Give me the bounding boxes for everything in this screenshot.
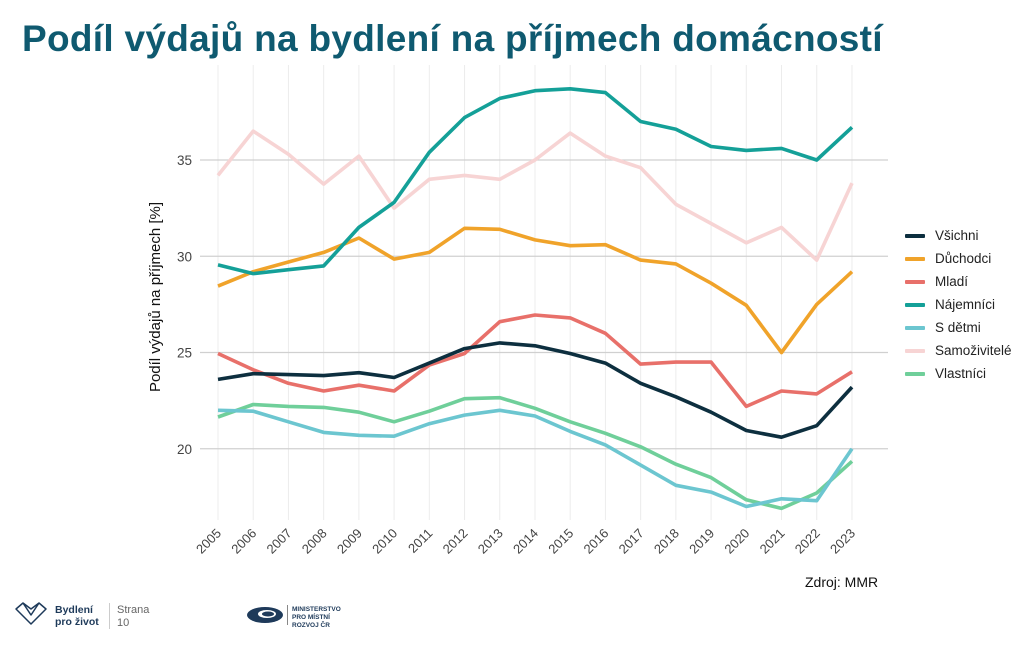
legend-item: Důchodci xyxy=(905,247,1012,270)
legend-label: Samoživitelé xyxy=(935,343,1012,358)
x-tick-label: 2007 xyxy=(264,526,295,557)
legend-label: Všichni xyxy=(935,228,979,243)
grid xyxy=(200,65,888,520)
legend-item: Samoživitelé xyxy=(905,339,1012,362)
x-tick-label: 2023 xyxy=(827,526,858,557)
legend-swatch xyxy=(905,279,925,284)
x-tick-label: 2019 xyxy=(686,526,717,557)
x-tick-label: 2014 xyxy=(510,526,541,557)
x-tick-label: 2011 xyxy=(405,526,435,556)
x-tick-label: 2013 xyxy=(475,526,506,557)
legend-item: Nájemníci xyxy=(905,293,1012,316)
legend-swatch xyxy=(905,348,925,353)
legend-label: Nájemníci xyxy=(935,297,996,312)
legend: Všichni Důchodci Mladí Nájemníci S dětmi Samo… xyxy=(905,224,1012,385)
series-line-1 xyxy=(217,226,854,355)
y-tick-label: 30 xyxy=(177,249,192,264)
x-tick-label: 2006 xyxy=(228,526,259,557)
x-tick-label: 2008 xyxy=(299,526,330,557)
legend-swatch xyxy=(905,325,925,330)
legend-item: Vlastníci xyxy=(905,362,1012,385)
ministry-line-1: MINISTERSTVO xyxy=(292,606,341,613)
y-tick-label: 25 xyxy=(177,346,192,361)
series-line-5 xyxy=(216,129,854,262)
page-indicator: Strana 10 xyxy=(117,604,149,630)
x-tick-label: 2022 xyxy=(792,526,823,557)
x-tick-label: 2016 xyxy=(580,526,611,557)
footer-divider xyxy=(109,603,110,629)
x-tick-label: 2005 xyxy=(193,526,224,557)
legend-item: Všichni xyxy=(905,224,1012,247)
y-axis-label: Podíl výdajů na příjmech [%] xyxy=(147,202,164,392)
x-tick-label: 2009 xyxy=(334,526,365,557)
page-title: Podíl výdajů na bydlení na příjmech domá… xyxy=(22,18,883,59)
legend-item: Mladí xyxy=(905,270,1012,293)
page-number: 10 xyxy=(117,617,130,629)
ministry-logo-icon xyxy=(247,607,283,623)
series-line-6 xyxy=(217,395,854,511)
y-tick-label: 20 xyxy=(177,442,192,457)
x-tick-label: 2018 xyxy=(651,526,682,557)
legend-label: S dětmi xyxy=(935,320,981,335)
x-tick-label: 2020 xyxy=(721,526,752,557)
series-line-3 xyxy=(217,87,854,276)
y-tick-labels: 20 25 30 35 xyxy=(177,153,192,457)
ministry-line-2: PRO MÍSTNÍ xyxy=(292,614,330,621)
x-tick-label: 2017 xyxy=(616,526,647,557)
legend-swatch xyxy=(905,371,925,376)
x-tick-labels: 2005 2006 2007 2008 2009 2010 2011 2012 2013 2014… xyxy=(193,526,858,557)
brand-line-1: Bydlení xyxy=(55,604,93,616)
legend-label: Důchodci xyxy=(935,251,992,266)
series-line-0 xyxy=(217,341,854,440)
page-label: Strana xyxy=(117,604,150,616)
legend-label: Mladí xyxy=(935,274,969,289)
legend-swatch xyxy=(905,302,925,307)
x-tick-label: 2012 xyxy=(440,526,471,557)
brand-name: Bydlení pro život xyxy=(55,604,99,628)
brand-line-2: pro život xyxy=(55,616,99,628)
series-line-2 xyxy=(217,313,853,409)
legend-swatch xyxy=(905,256,925,261)
y-tick-label: 35 xyxy=(177,153,192,168)
source-note: Zdroj: MMR xyxy=(805,574,879,590)
series-lines xyxy=(216,87,854,511)
ministry-divider xyxy=(287,605,288,625)
x-tick-label: 2021 xyxy=(757,526,788,557)
x-tick-label: 2010 xyxy=(369,526,400,557)
legend-label: Vlastníci xyxy=(935,366,987,381)
ministry-line-3: ROZVOJ ČR xyxy=(292,622,330,629)
bydleni-logo-icon xyxy=(15,602,47,625)
ministry-name: MINISTERSTVO PRO MÍSTNÍ ROZVOJ ČR xyxy=(292,606,341,630)
legend-item: S dětmi xyxy=(905,316,1012,339)
series-line-4 xyxy=(217,408,854,509)
x-tick-label: 2015 xyxy=(545,526,576,557)
legend-swatch xyxy=(905,233,925,238)
